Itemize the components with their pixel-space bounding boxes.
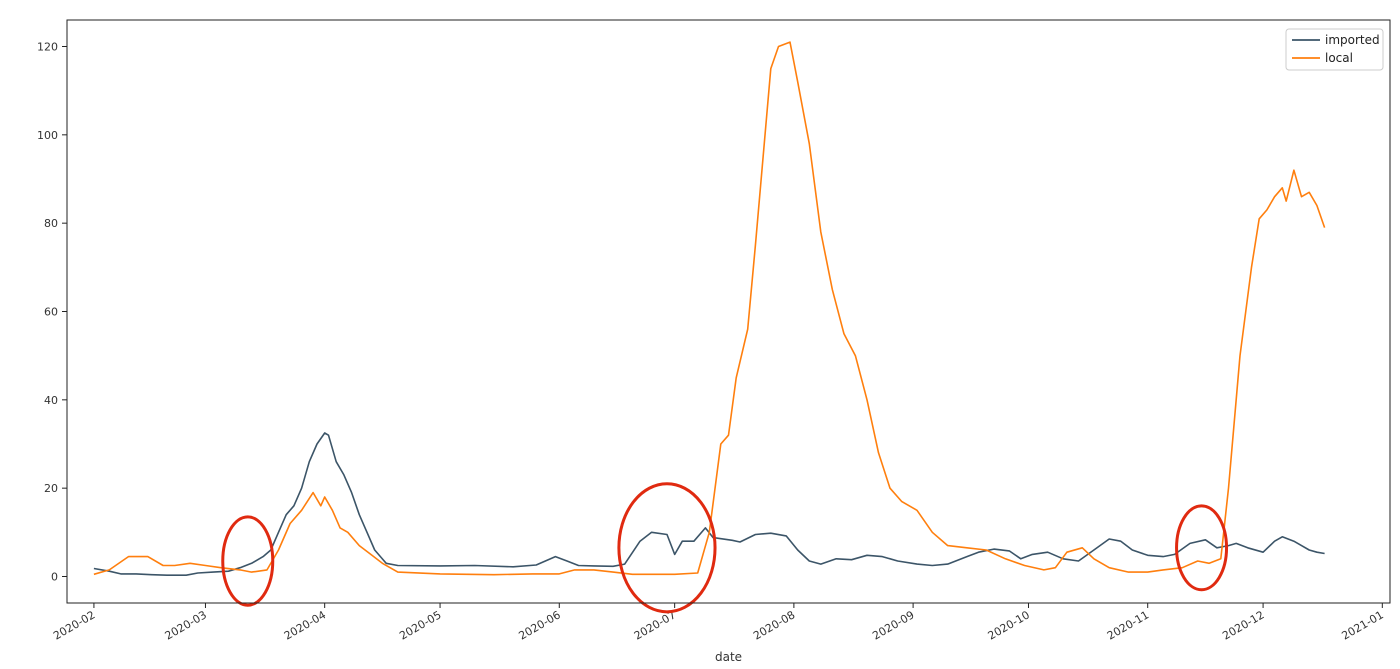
y-tick-label: 0 (51, 571, 58, 584)
x-tick-label: 2021-01 (1339, 608, 1385, 642)
x-tick-label: 2020-05 (397, 608, 443, 642)
x-tick-label: 2020-02 (51, 608, 97, 642)
series-line-local (93, 41, 1326, 576)
x-tick-label: 2020-06 (516, 608, 562, 642)
x-tick-label: 2020-10 (986, 608, 1032, 642)
y-tick-label: 80 (44, 217, 58, 230)
annotation-circle (617, 482, 717, 614)
y-tick-label: 100 (37, 129, 58, 142)
y-tick-label: 40 (44, 394, 58, 407)
series-lines (93, 41, 1326, 576)
y-tick-label: 120 (37, 41, 58, 54)
x-tick-label: 2020-04 (282, 608, 328, 642)
x-tick-label: 2020-09 (870, 608, 916, 642)
legend-label-local: local (1325, 51, 1353, 65)
y-tick-label: 60 (44, 306, 58, 319)
plot-area-frame (66, 19, 1391, 604)
annotation-circles (221, 482, 1229, 614)
y-axis: 0 20 40 60 80 100 120 (37, 41, 67, 584)
x-tick-label: 2020-11 (1105, 608, 1151, 642)
x-axis: 2020-02 2020-03 2020-04 2020-05 2020-06 2020-… (51, 603, 1386, 643)
annotation-circle (1175, 504, 1229, 592)
annotation-circle (221, 515, 275, 607)
x-tick-label: 2020-07 (632, 608, 678, 642)
x-tick-label: 2020-03 (163, 608, 209, 642)
x-tick-label: 2020-08 (751, 608, 797, 642)
legend: imported local (1285, 28, 1384, 71)
x-tick-label: 2020-12 (1220, 608, 1266, 642)
y-tick-label: 20 (44, 482, 58, 495)
legend-label-imported: imported (1325, 33, 1380, 47)
x-axis-label: date (715, 650, 742, 664)
series-line-imported (93, 432, 1325, 576)
